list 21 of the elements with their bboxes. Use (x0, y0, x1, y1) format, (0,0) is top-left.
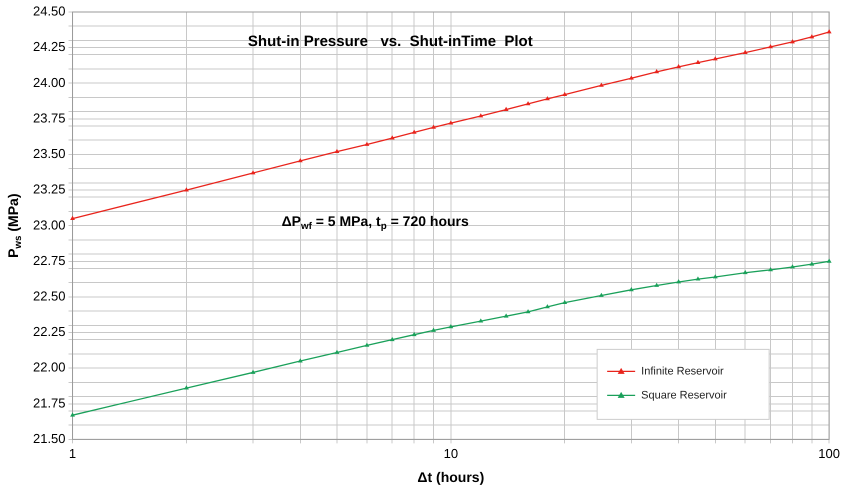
y-tick-label: 23.50 (32, 146, 66, 162)
y-tick-label: 23.25 (32, 182, 66, 197)
y-tick-label: 22.50 (32, 288, 66, 304)
y-tick-label: 21.75 (32, 395, 66, 410)
text: Shut-in Pressure vs. Shut-inTime Plot (248, 33, 533, 50)
x-tick-label: 100 (818, 446, 840, 461)
legend-label: Square Reservoir (641, 389, 728, 402)
x-tick-label: 1 (68, 446, 76, 461)
x-tick-label: 10 (444, 446, 458, 461)
y-tick-label: 23.75 (32, 110, 66, 126)
y-axis-title: Pws (MPa) (4, 193, 24, 258)
y-tick-label: 23.00 (32, 217, 66, 232)
y-tick-label: 22.75 (32, 252, 66, 268)
y-tick-label: 24.00 (32, 74, 66, 90)
x-axis-title: Δt (hours) (417, 468, 484, 485)
y-tick-label: 21.50 (32, 430, 66, 446)
y-tick-label: 24.50 (32, 4, 66, 19)
legend-label: Infinite Reservoir (641, 365, 724, 378)
y-tick-label: 22.25 (32, 324, 66, 340)
y-tick-label: 22.00 (32, 360, 66, 375)
y-tick-label: 24.25 (32, 39, 66, 54)
